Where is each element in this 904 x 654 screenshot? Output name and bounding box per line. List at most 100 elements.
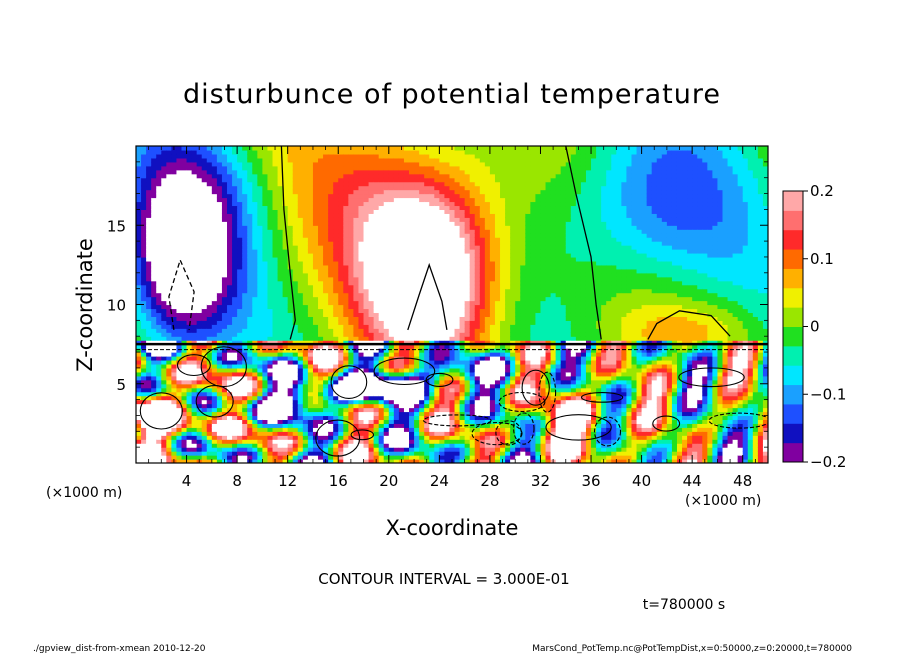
heatmap-cell [363,241,370,246]
heatmap-cell [318,332,324,337]
heatmap-cell [424,276,430,282]
heatmap-cell [388,399,395,405]
heatmap-cell [409,427,415,432]
heatmap-cell [383,185,390,191]
heatmap-cell [449,395,456,401]
heatmap-cell [267,280,274,286]
heatmap-cell [353,177,360,183]
heatmap-cell [302,209,309,214]
heatmap-cell [221,447,228,452]
heatmap-cell [353,419,360,424]
heatmap-cell [414,344,420,349]
heatmap-cell [358,395,365,401]
heatmap-cell [292,260,299,266]
heatmap-cell [171,193,178,199]
heatmap-cell [424,249,430,254]
heatmap-cell [196,427,203,432]
heatmap-cell [252,383,258,389]
heatmap-cell [272,383,279,389]
heatmap-cell [373,328,380,333]
heatmap-cell [312,363,319,369]
heatmap-cell [338,423,344,428]
heatmap-cell [262,443,269,448]
heatmap-cell [363,280,370,286]
heatmap-cell [242,431,248,436]
heatmap-cell [136,213,142,218]
heatmap-cell [388,185,395,191]
heatmap-cell [166,260,172,266]
heatmap-cell [161,197,167,203]
heatmap-cell [363,249,370,254]
heatmap-cell [353,407,360,413]
heatmap-cell [312,367,319,373]
heatmap-cell [419,415,425,421]
heatmap-cell [242,455,248,460]
heatmap-cell [232,383,238,389]
heatmap-cell [136,229,142,234]
heatmap-cell [277,324,284,329]
heatmap-cell [277,312,284,317]
heatmap-cell [378,312,385,317]
heatmap-cell [403,423,410,428]
heatmap-cell [186,149,193,155]
heatmap-cell [312,399,319,405]
heatmap-cell [277,276,284,282]
heatmap-cell [318,260,324,266]
heatmap-cell [242,419,248,424]
heatmap-cell [358,169,365,175]
heatmap-cell [196,300,203,306]
heatmap-cell [363,193,370,199]
heatmap-cell [383,320,390,325]
heatmap-cell [323,427,329,432]
heatmap-cell [186,284,193,290]
heatmap-cell [388,443,395,448]
heatmap-cell [439,411,446,417]
heatmap-cell [328,443,334,448]
heatmap-cell [333,272,339,278]
heatmap-cell [444,387,451,393]
heatmap-cell [318,300,324,306]
heatmap-cell [403,233,410,238]
heatmap-cell [312,371,319,377]
heatmap-cell [388,379,395,385]
heatmap-cell [343,332,349,337]
heatmap-cell [282,356,289,361]
heatmap-cell [141,169,147,175]
heatmap-cell [297,173,304,179]
heatmap-cell [206,189,213,195]
heatmap-cell [262,411,269,417]
heatmap-cell [141,225,147,230]
heatmap-cell [353,280,360,286]
heatmap-cell [439,316,446,321]
heatmap-cell [267,375,274,381]
heatmap-cell [201,419,208,424]
heatmap-cell [201,209,208,214]
heatmap-cell [196,356,203,361]
heatmap-cell [302,447,309,452]
heatmap-cell [388,312,395,317]
heatmap-cell [277,435,284,440]
heatmap-cell [166,193,172,199]
heatmap-cell [414,177,420,183]
heatmap-cell [292,352,299,357]
heatmap-cell [312,161,319,167]
heatmap-cell [363,181,370,187]
heatmap-cell [297,185,304,191]
heatmap-cell [272,411,279,417]
heatmap-cell [272,304,279,310]
heatmap-cell [292,371,299,377]
heatmap-cell [429,292,435,298]
heatmap-cell [151,217,157,222]
heatmap-cell [307,217,314,222]
heatmap-cell [166,324,172,329]
heatmap-cell [323,157,329,163]
heatmap-cell [403,276,410,282]
heatmap-cell [333,256,339,262]
heatmap-cell [282,153,289,159]
heatmap-cell [227,320,233,325]
heatmap-cell [328,157,334,163]
heatmap-cell [227,328,233,333]
heatmap-cell [348,387,355,393]
heatmap-cell [227,165,233,171]
heatmap-cell [292,423,299,428]
